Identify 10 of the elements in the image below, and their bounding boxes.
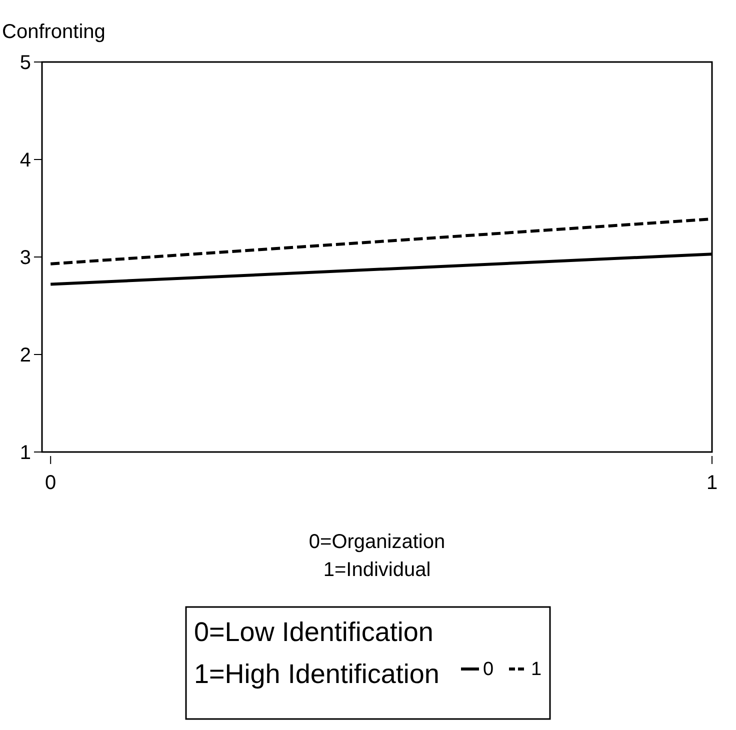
legend-label: 1 xyxy=(531,659,542,680)
y-tick-label: 1 xyxy=(20,442,31,464)
y-tick-label: 3 xyxy=(20,247,31,269)
y-tick-label: 2 xyxy=(20,344,31,366)
y-axis-title: Confronting xyxy=(2,21,106,43)
x-axis-title: 0=Organization 1=Individual xyxy=(308,531,446,581)
legend-title: 0=Low Identification 1=High Identification xyxy=(194,617,440,689)
y-tick-label: 4 xyxy=(20,150,31,172)
legend-label: 0 xyxy=(483,659,494,680)
y-tick-label: 5 xyxy=(20,52,31,74)
